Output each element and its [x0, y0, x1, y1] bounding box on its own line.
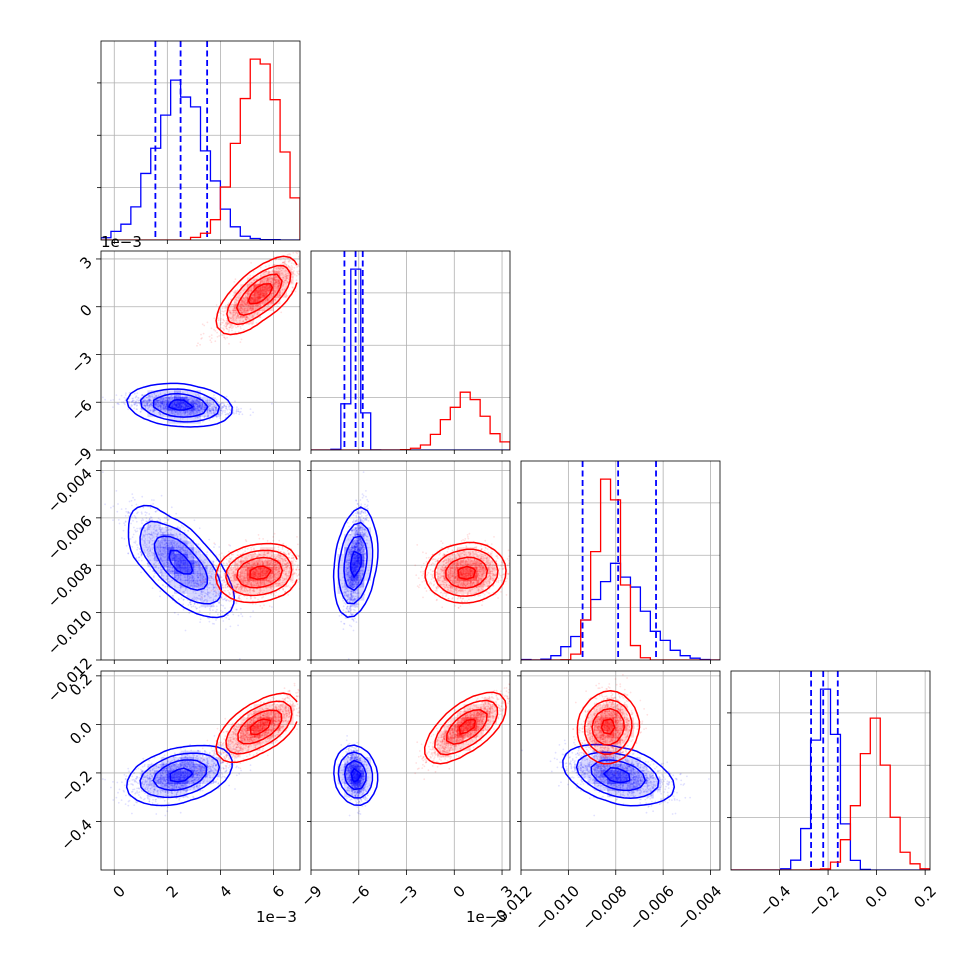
panel-3-2-content [521, 671, 720, 870]
contours-red [423, 691, 507, 765]
x-tick-label-0-3: 6 [269, 882, 288, 901]
y-tick-label-1-3: 0 [76, 301, 95, 320]
contours-red [214, 542, 298, 604]
contours-blue [125, 744, 233, 807]
panel-2-0-frame [100, 460, 301, 661]
contours-red [215, 255, 298, 336]
y-tick-label-3-0: −0.4 [57, 816, 95, 854]
x-tick-label-2-4: −0.004 [673, 882, 725, 934]
x-tick-label-3-3: 0.2 [910, 882, 940, 912]
density-fill-red [437, 547, 497, 594]
x-offset-label-0: 1e−3 [256, 908, 297, 926]
scatter-points-red [572, 673, 649, 781]
x-tick-label-0-1: 2 [163, 882, 182, 901]
y-tick-label-3-1: −0.2 [57, 767, 95, 805]
x-tick-label-2-1: −0.010 [531, 882, 583, 934]
y-tick-label-1-4: 3 [76, 253, 95, 272]
panel-0-0-content [101, 41, 300, 240]
x-tick-label-0-2: 4 [216, 882, 235, 901]
y-tick-label-2-3: −0.006 [44, 512, 96, 564]
histogram-blue [101, 79, 300, 240]
panel-1-0-content [101, 251, 300, 450]
panel-1-0-frame [100, 250, 301, 451]
contours-blue [332, 506, 379, 618]
x-tick-label-3-0: −0.4 [756, 882, 794, 920]
panel-3-2-frame [520, 670, 721, 871]
panel-0-0-frame [100, 40, 301, 241]
panel-3-1-frame [310, 670, 511, 871]
panel-2-1-content [311, 461, 510, 660]
histogram-red [731, 717, 930, 870]
x-tick-label-3-1: −0.2 [804, 882, 842, 920]
panel-2-2-frame [520, 460, 721, 661]
x-tick-label-0-0: 0 [110, 882, 129, 901]
density-fill-red [437, 697, 497, 758]
panel-3-1-content [311, 671, 510, 870]
x-offset-label-1: 1e−3 [466, 908, 507, 926]
panel-2-0-content [101, 461, 300, 660]
y-tick-label-2-2: −0.008 [44, 559, 96, 611]
histogram-red [311, 391, 510, 450]
histogram-red [521, 478, 720, 660]
histogram-blue [311, 268, 510, 450]
x-tick-label-2-2: −0.008 [579, 882, 631, 934]
contours-red [215, 692, 298, 764]
x-tick-label-1-1: −6 [345, 882, 373, 910]
panel-3-3-content [731, 671, 930, 870]
contours-red [576, 690, 641, 765]
x-tick-label-2-3: −0.006 [626, 882, 678, 934]
y-tick-label-2-4: −0.004 [44, 465, 96, 517]
panel-1-1-content [311, 251, 510, 450]
x-tick-label-3-2: 0.0 [862, 882, 892, 912]
x-tick-label-1-0: −9 [297, 882, 325, 910]
panel-2-2-content [521, 461, 720, 660]
contours-blue [127, 504, 236, 619]
panel-3-3-frame [730, 670, 931, 871]
x-tick-label-1-2: −3 [393, 882, 421, 910]
panel-3-0-content [101, 671, 300, 870]
y-tick-label-2-1: −0.010 [44, 607, 96, 659]
y-tick-label-1-2: −3 [67, 349, 95, 377]
density-fill-blue [140, 750, 221, 798]
contours-red [424, 541, 507, 604]
panel-1-1-frame [310, 250, 511, 451]
panel-2-1-frame [310, 460, 511, 661]
contours-blue [333, 744, 379, 806]
panel-3-0-frame [100, 670, 301, 871]
histogram-red [101, 58, 300, 240]
y-offset-label-1: 1e−3 [101, 233, 142, 251]
contours-blue [126, 382, 233, 428]
y-tick-label-3-2: 0.0 [66, 718, 96, 748]
histogram-blue [731, 688, 930, 870]
x-tick-label-1-3: 0 [450, 882, 469, 901]
y-tick-label-1-1: −6 [67, 396, 95, 424]
